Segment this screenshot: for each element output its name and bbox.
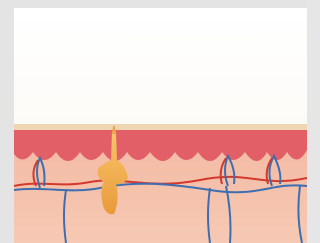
page: [0, 0, 307, 243]
stratum-corneum: [14, 124, 307, 130]
skin-illustration: [0, 0, 307, 243]
